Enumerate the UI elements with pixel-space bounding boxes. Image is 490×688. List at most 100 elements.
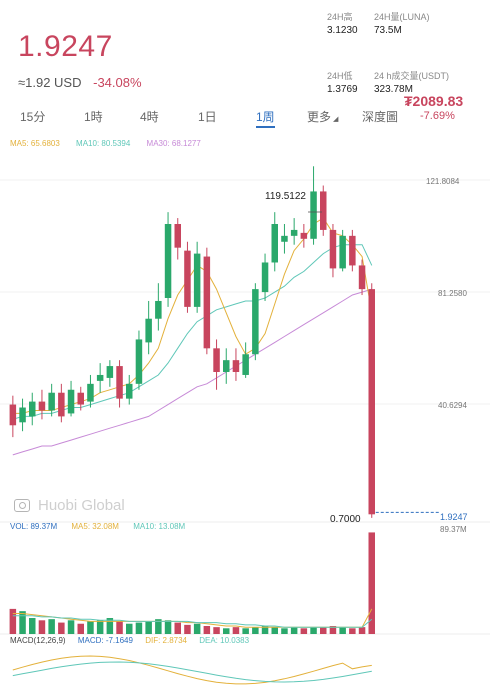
- candle-33: [329, 229, 337, 269]
- y-axis-tick-3: 40.6294: [438, 401, 467, 410]
- tab-more[interactable]: 更多 ◢: [307, 108, 338, 125]
- candle-17: [174, 224, 181, 248]
- volume-bar-14: [145, 621, 152, 634]
- candle-6: [67, 389, 75, 414]
- volume-bar-5: [58, 622, 65, 634]
- candle-0: [9, 404, 17, 426]
- volume-bar-8: [87, 621, 94, 634]
- candle-7: [77, 392, 84, 405]
- candle-15: [155, 300, 162, 319]
- volume-bar-35: [349, 628, 356, 634]
- min-price-label: 0.7000: [330, 514, 361, 525]
- candle-36: [358, 265, 366, 290]
- change-percent: -34.08%: [93, 75, 142, 90]
- volume-bar-0: [9, 608, 17, 634]
- volume-bar-27: [271, 627, 278, 634]
- candle-25: [252, 289, 259, 355]
- macd-lines: [12, 655, 372, 685]
- candle-1: [19, 407, 26, 423]
- vol-legend-value: VOL: 89.37M: [10, 522, 58, 531]
- volume-bar-2: [29, 618, 36, 634]
- volume-bar-4: [48, 619, 55, 634]
- volume-bar-28: [281, 628, 288, 634]
- tab-1w[interactable]: 1周: [256, 110, 275, 128]
- volume-bar-22: [223, 628, 230, 634]
- approx-usd: ≈1.92 USD: [18, 75, 82, 90]
- volume-bar-3: [38, 620, 46, 634]
- vol-value: 73.5M: [374, 25, 402, 36]
- volume-bar-9: [96, 620, 104, 634]
- dea-value: DEA: 10.0383: [199, 636, 250, 645]
- candle-37: [368, 289, 375, 515]
- vol-max-label: 89.37M: [440, 525, 467, 534]
- high-value: 3.1230: [327, 25, 358, 36]
- ma5-legend: MA5: 65.6803: [10, 139, 60, 148]
- turnover-value: 323.78M: [374, 84, 413, 95]
- volume-bar-19: [193, 623, 201, 634]
- price-badge: ₮2089.83: [404, 93, 464, 109]
- y-axis-tick-1: 121.8084: [426, 177, 460, 186]
- candle-10: [106, 366, 114, 378]
- candle-4: [48, 392, 55, 411]
- volume-bar-1: [19, 611, 26, 634]
- tab-depth[interactable]: 深度圖: [362, 110, 399, 124]
- volume-bar-15: [155, 619, 162, 634]
- volume-bar-20: [203, 626, 211, 634]
- candle-18: [184, 250, 191, 307]
- tab-1h[interactable]: 1時: [84, 110, 103, 124]
- candle-28: [281, 235, 288, 242]
- candle-3: [38, 401, 46, 411]
- candle-32: [320, 191, 327, 230]
- ma10-line: [12, 244, 373, 420]
- high-label: 24H高: [327, 12, 353, 22]
- candle-11: [116, 366, 123, 399]
- volume-bar-31: [310, 627, 317, 634]
- volume-bar-37: [368, 532, 375, 634]
- tab-4h[interactable]: 4時: [140, 110, 159, 124]
- ma30-legend: MA30: 68.1277: [146, 139, 201, 148]
- watermark: Huobi Global: [14, 497, 125, 514]
- watermark-text: Huobi Global: [38, 497, 125, 514]
- volume-bar-13: [135, 622, 143, 634]
- volume-bar-26: [261, 626, 269, 634]
- pct-badge: -7.69%: [420, 110, 455, 122]
- volume-ma-lines: [12, 608, 373, 628]
- candle-20: [203, 256, 211, 349]
- turnover-label: 24 h成交量(USDT): [374, 71, 450, 81]
- volume-bar-12: [126, 623, 133, 634]
- volume-bar-29: [290, 627, 298, 634]
- macd-legend: MACD(12,26,9) MACD: -7.1649 DIF: 2.8734 …: [10, 636, 259, 645]
- ma10-legend: MA10: 80.5394: [76, 139, 131, 148]
- candle-34: [339, 235, 346, 269]
- volume-bar-6: [67, 620, 75, 634]
- dea-line: [12, 661, 372, 683]
- candle-12: [126, 383, 133, 399]
- volume-bar-11: [116, 621, 123, 634]
- candle-14: [145, 318, 152, 343]
- candle-5: [58, 392, 65, 417]
- volume-bar-21: [213, 627, 220, 634]
- volume-bar-24: [242, 628, 249, 634]
- dif-value: DIF: 2.8734: [145, 636, 187, 645]
- candle-29: [290, 229, 298, 236]
- volume-bars: [9, 532, 375, 634]
- volume-bar-23: [232, 627, 240, 634]
- volume-bar-7: [77, 623, 84, 634]
- vol-label: 24H量(LUNA): [374, 12, 430, 22]
- candle-19: [193, 253, 201, 307]
- current-price: 1.9247: [18, 30, 113, 63]
- volume-bar-33: [329, 626, 337, 634]
- vol-ma10-legend: MA10: 13.08M: [133, 522, 186, 531]
- tab-15m[interactable]: 15分: [20, 110, 46, 124]
- candle-24: [242, 354, 249, 375]
- candles: [9, 166, 440, 518]
- tab-1d[interactable]: 1日: [198, 110, 217, 124]
- candle-8: [87, 383, 94, 402]
- candle-27: [271, 224, 278, 263]
- candle-9: [96, 374, 104, 381]
- dif-line: [12, 655, 372, 685]
- volume-bar-30: [300, 628, 308, 634]
- vol-ma5-legend: MA5: 32.08M: [71, 522, 119, 531]
- ma-legend: MA5: 65.6803 MA10: 80.5394 MA30: 68.1277: [10, 139, 215, 148]
